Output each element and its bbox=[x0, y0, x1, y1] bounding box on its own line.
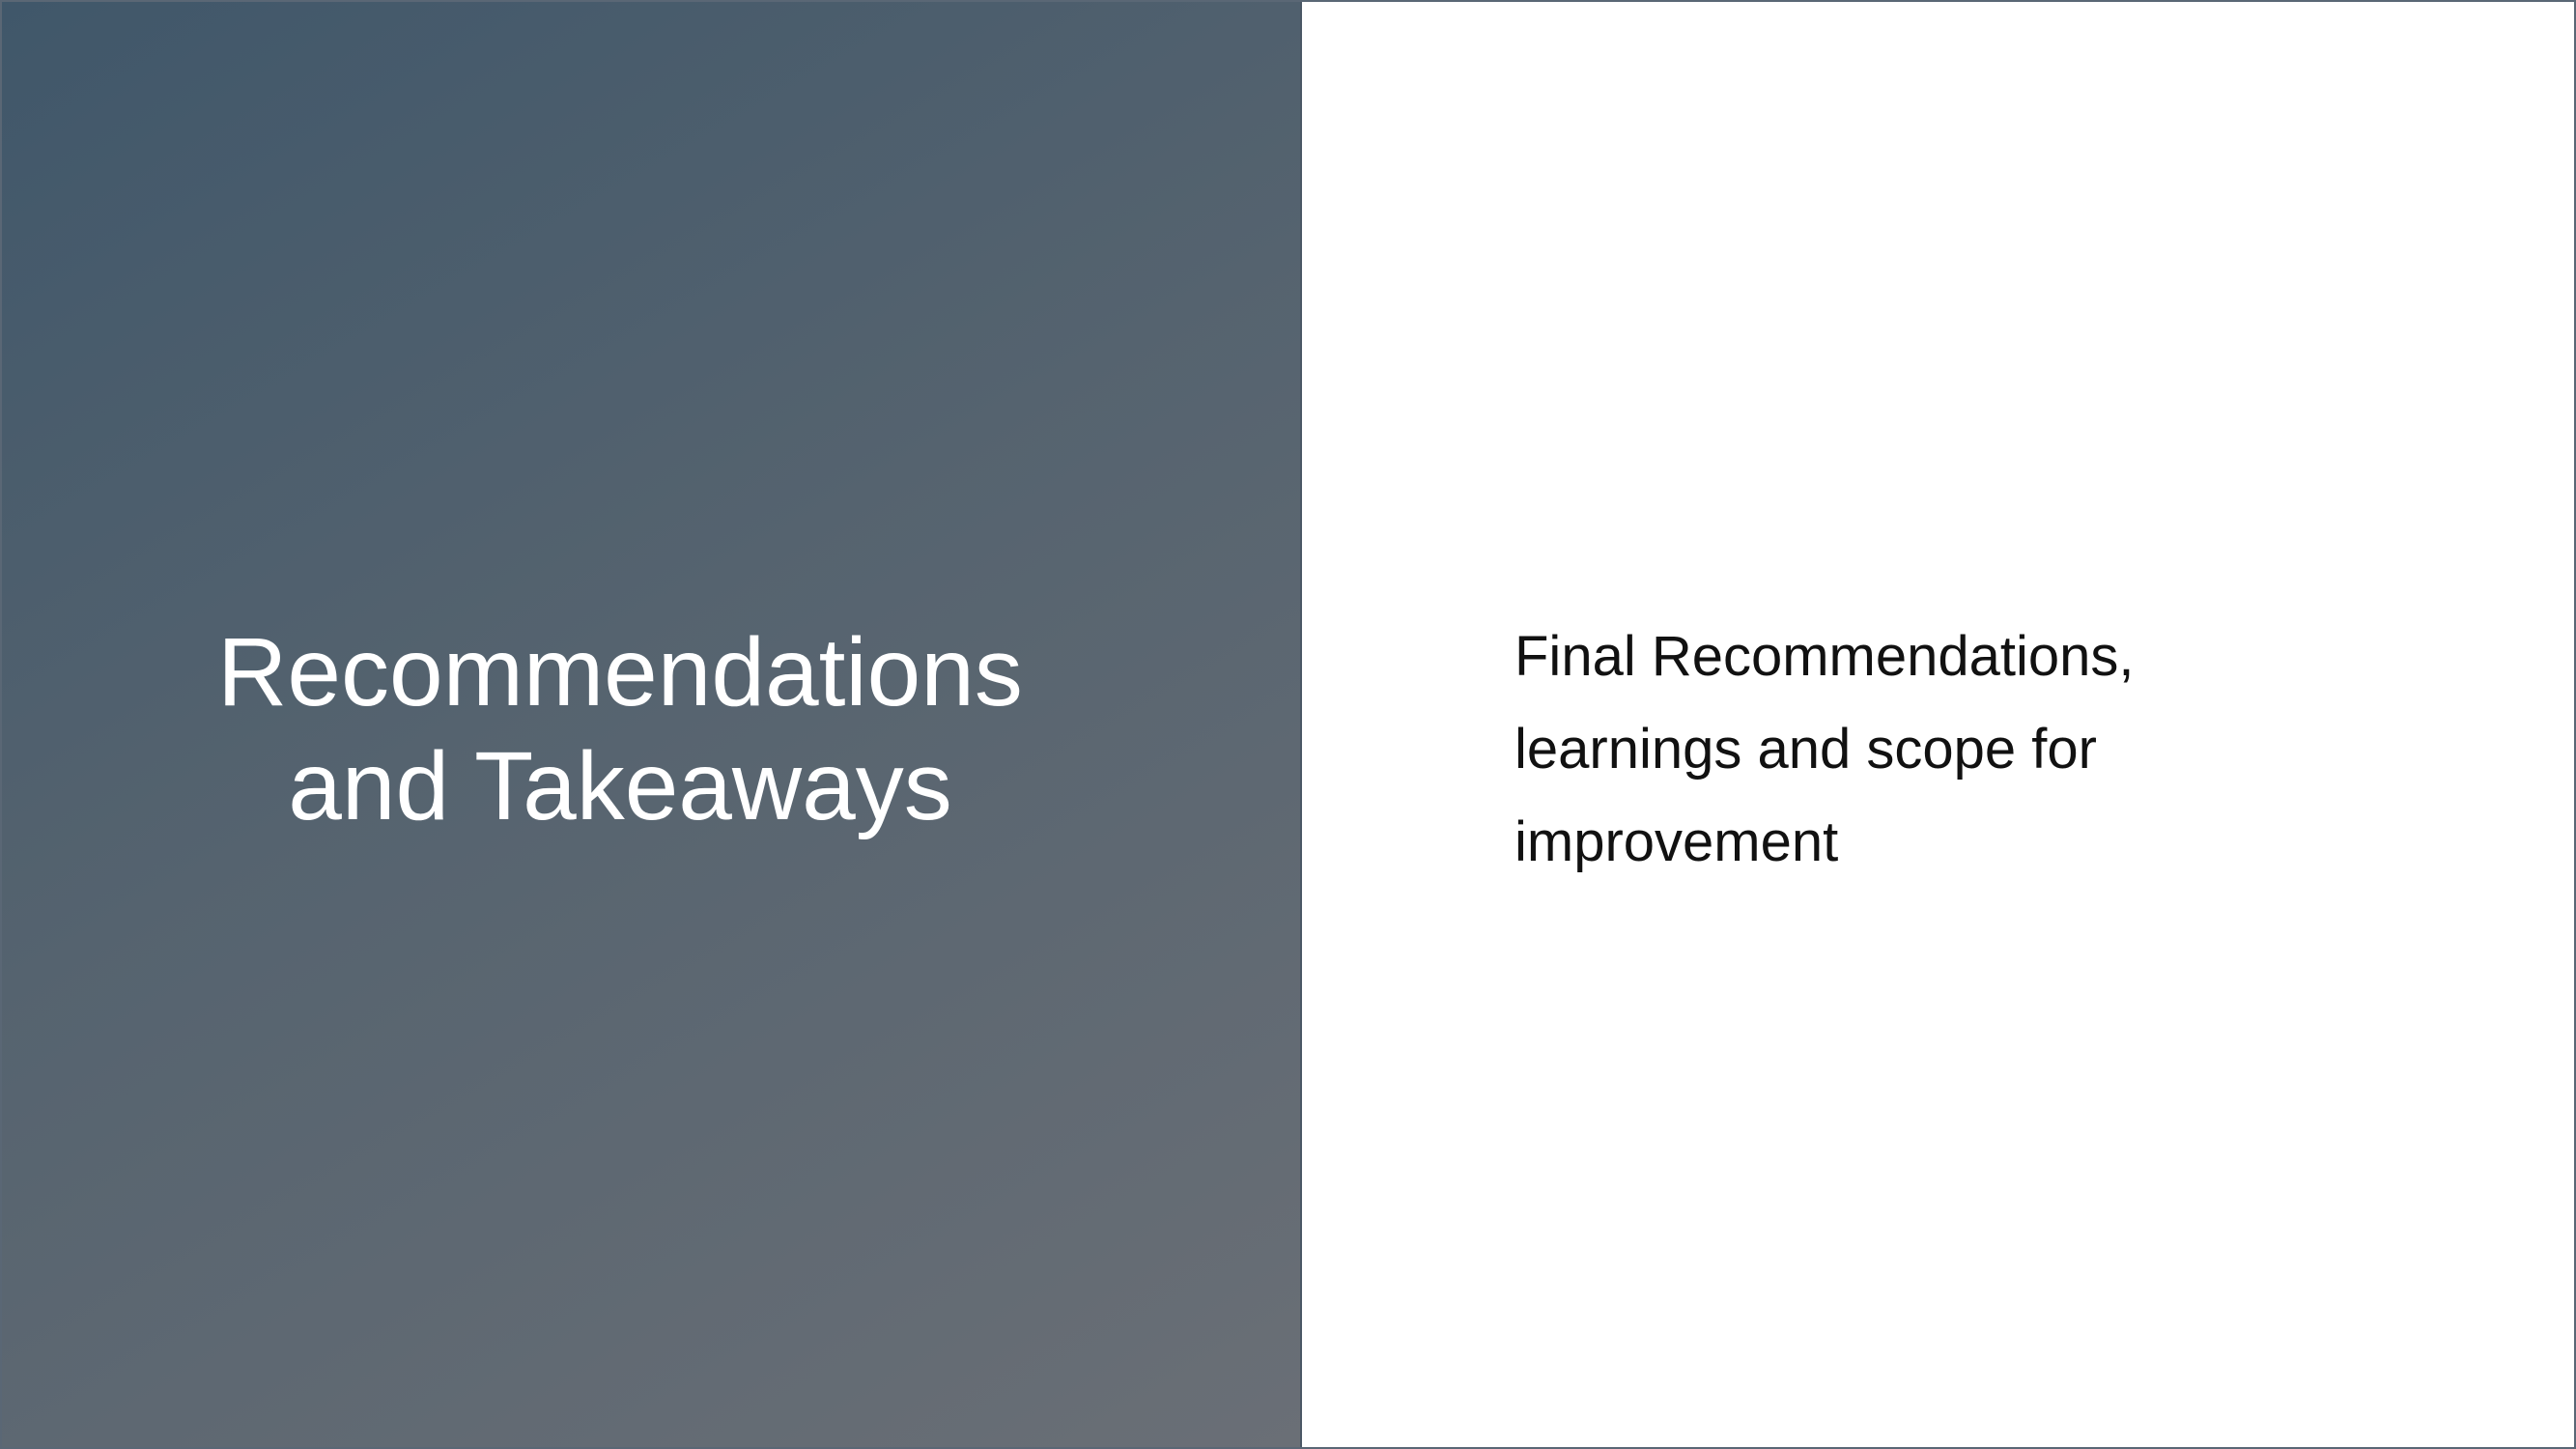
content-panel: Final Recommendations, learnings and sco… bbox=[1304, 2, 2574, 1447]
title-panel: Recommendations and Takeaways bbox=[2, 2, 1302, 1447]
slide-body-text: Final Recommendations, learnings and sco… bbox=[1514, 625, 2135, 873]
slide-title: Recommendations and Takeaways bbox=[217, 618, 1023, 840]
